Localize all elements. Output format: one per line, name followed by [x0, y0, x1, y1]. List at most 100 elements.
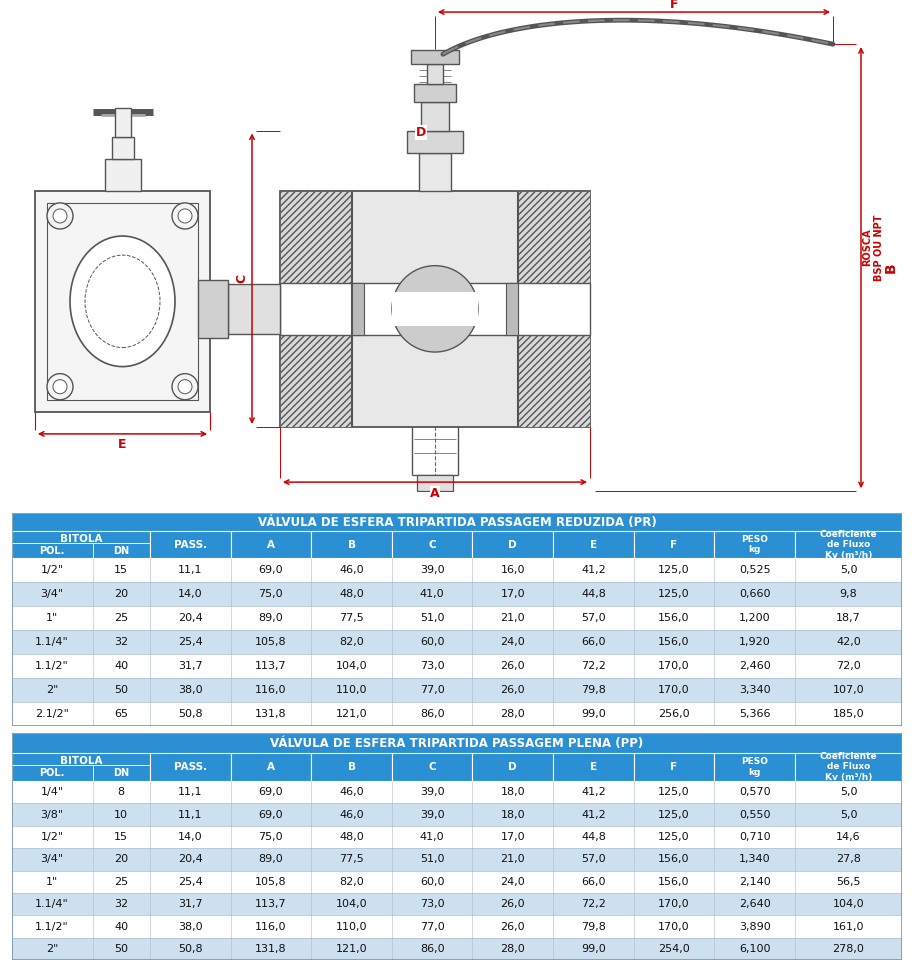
- Text: 156,0: 156,0: [658, 877, 690, 887]
- Text: 156,0: 156,0: [658, 637, 690, 647]
- Text: 25: 25: [114, 877, 128, 887]
- Text: 278,0: 278,0: [833, 944, 865, 954]
- FancyBboxPatch shape: [230, 532, 311, 558]
- Text: 75,0: 75,0: [259, 832, 283, 842]
- FancyBboxPatch shape: [553, 532, 633, 558]
- Text: 77,5: 77,5: [339, 854, 364, 865]
- Text: E: E: [118, 438, 127, 452]
- Text: BITOLA: BITOLA: [59, 756, 102, 765]
- Text: 41,0: 41,0: [420, 832, 444, 842]
- Text: 11,1: 11,1: [178, 810, 203, 819]
- FancyBboxPatch shape: [12, 916, 902, 938]
- Text: POL.: POL.: [39, 546, 65, 556]
- FancyBboxPatch shape: [715, 532, 795, 558]
- Circle shape: [172, 373, 198, 400]
- Text: 2,140: 2,140: [739, 877, 771, 887]
- Text: 256,0: 256,0: [658, 708, 690, 719]
- Text: 51,0: 51,0: [420, 854, 444, 865]
- FancyBboxPatch shape: [12, 733, 902, 753]
- Text: 1/2": 1/2": [40, 565, 64, 575]
- Ellipse shape: [85, 255, 160, 347]
- Text: 46,0: 46,0: [339, 565, 364, 575]
- FancyBboxPatch shape: [352, 283, 364, 335]
- Text: 2": 2": [46, 685, 58, 695]
- Text: 66,0: 66,0: [581, 877, 606, 887]
- Text: 48,0: 48,0: [339, 832, 364, 842]
- Circle shape: [178, 208, 192, 223]
- Text: 82,0: 82,0: [339, 877, 364, 887]
- Text: 185,0: 185,0: [833, 708, 865, 719]
- Text: 20,4: 20,4: [178, 854, 203, 865]
- Text: 14,0: 14,0: [178, 832, 203, 842]
- FancyBboxPatch shape: [795, 532, 902, 558]
- Text: 24,0: 24,0: [500, 877, 526, 887]
- Text: 121,0: 121,0: [335, 708, 367, 719]
- Text: 3,340: 3,340: [739, 685, 771, 695]
- Text: 170,0: 170,0: [658, 661, 690, 671]
- Text: Coeficiente
de Fluxo
Kv (m³/h): Coeficiente de Fluxo Kv (m³/h): [820, 752, 877, 782]
- Text: 89,0: 89,0: [259, 854, 283, 865]
- Text: 18,0: 18,0: [501, 787, 525, 797]
- Text: 0,660: 0,660: [739, 589, 771, 599]
- Text: 17,0: 17,0: [501, 832, 525, 842]
- Text: A: A: [430, 486, 440, 500]
- Text: 65: 65: [114, 708, 128, 719]
- Text: B: B: [347, 761, 356, 772]
- Text: 113,7: 113,7: [255, 661, 287, 671]
- Text: BITOLA: BITOLA: [59, 534, 102, 544]
- FancyBboxPatch shape: [12, 753, 150, 781]
- Circle shape: [47, 373, 73, 400]
- FancyBboxPatch shape: [417, 475, 453, 491]
- Text: 131,8: 131,8: [255, 944, 287, 954]
- FancyBboxPatch shape: [407, 130, 463, 152]
- Text: 170,0: 170,0: [658, 922, 690, 931]
- Text: 1,340: 1,340: [739, 854, 771, 865]
- FancyBboxPatch shape: [12, 558, 902, 582]
- Text: VÁLVULA DE ESFERA TRIPARTIDA PASSAGEM REDUZIDA (PR): VÁLVULA DE ESFERA TRIPARTIDA PASSAGEM RE…: [258, 516, 656, 529]
- Text: 105,8: 105,8: [255, 637, 287, 647]
- Text: 20,4: 20,4: [178, 613, 203, 622]
- FancyBboxPatch shape: [280, 191, 352, 427]
- Text: 18,0: 18,0: [501, 810, 525, 819]
- FancyBboxPatch shape: [280, 191, 590, 427]
- Text: 39,0: 39,0: [420, 787, 444, 797]
- FancyBboxPatch shape: [112, 137, 133, 158]
- Text: 116,0: 116,0: [255, 685, 287, 695]
- Text: A: A: [267, 539, 275, 550]
- Text: 0,570: 0,570: [739, 787, 771, 797]
- Text: 2,640: 2,640: [739, 899, 771, 909]
- Text: 0,550: 0,550: [739, 810, 771, 819]
- FancyBboxPatch shape: [12, 938, 902, 960]
- Text: 105,8: 105,8: [255, 877, 287, 887]
- FancyBboxPatch shape: [114, 108, 131, 137]
- Text: 25,4: 25,4: [178, 877, 203, 887]
- Text: 125,0: 125,0: [658, 565, 690, 575]
- Text: 38,0: 38,0: [178, 685, 203, 695]
- Text: 110,0: 110,0: [335, 685, 367, 695]
- Text: 2.1/2": 2.1/2": [36, 708, 69, 719]
- Text: 32: 32: [114, 637, 128, 647]
- FancyBboxPatch shape: [230, 753, 311, 781]
- Text: 25,4: 25,4: [178, 637, 203, 647]
- FancyBboxPatch shape: [150, 532, 230, 558]
- Text: 99,0: 99,0: [581, 708, 606, 719]
- Text: 69,0: 69,0: [259, 565, 283, 575]
- Circle shape: [53, 208, 67, 223]
- Text: 66,0: 66,0: [581, 637, 606, 647]
- Text: 2": 2": [46, 944, 58, 954]
- Ellipse shape: [70, 236, 175, 367]
- FancyBboxPatch shape: [35, 191, 210, 412]
- FancyBboxPatch shape: [12, 893, 902, 916]
- Text: 57,0: 57,0: [581, 613, 606, 622]
- Text: 125,0: 125,0: [658, 810, 690, 819]
- Text: C: C: [429, 539, 436, 550]
- FancyBboxPatch shape: [392, 291, 478, 326]
- Text: 75,0: 75,0: [259, 589, 283, 599]
- Text: 40: 40: [114, 922, 128, 931]
- Text: 32: 32: [114, 899, 128, 909]
- Text: 44,8: 44,8: [581, 589, 606, 599]
- Text: 39,0: 39,0: [420, 565, 444, 575]
- Text: 125,0: 125,0: [658, 589, 690, 599]
- Text: 89,0: 89,0: [259, 613, 283, 622]
- Text: 110,0: 110,0: [335, 922, 367, 931]
